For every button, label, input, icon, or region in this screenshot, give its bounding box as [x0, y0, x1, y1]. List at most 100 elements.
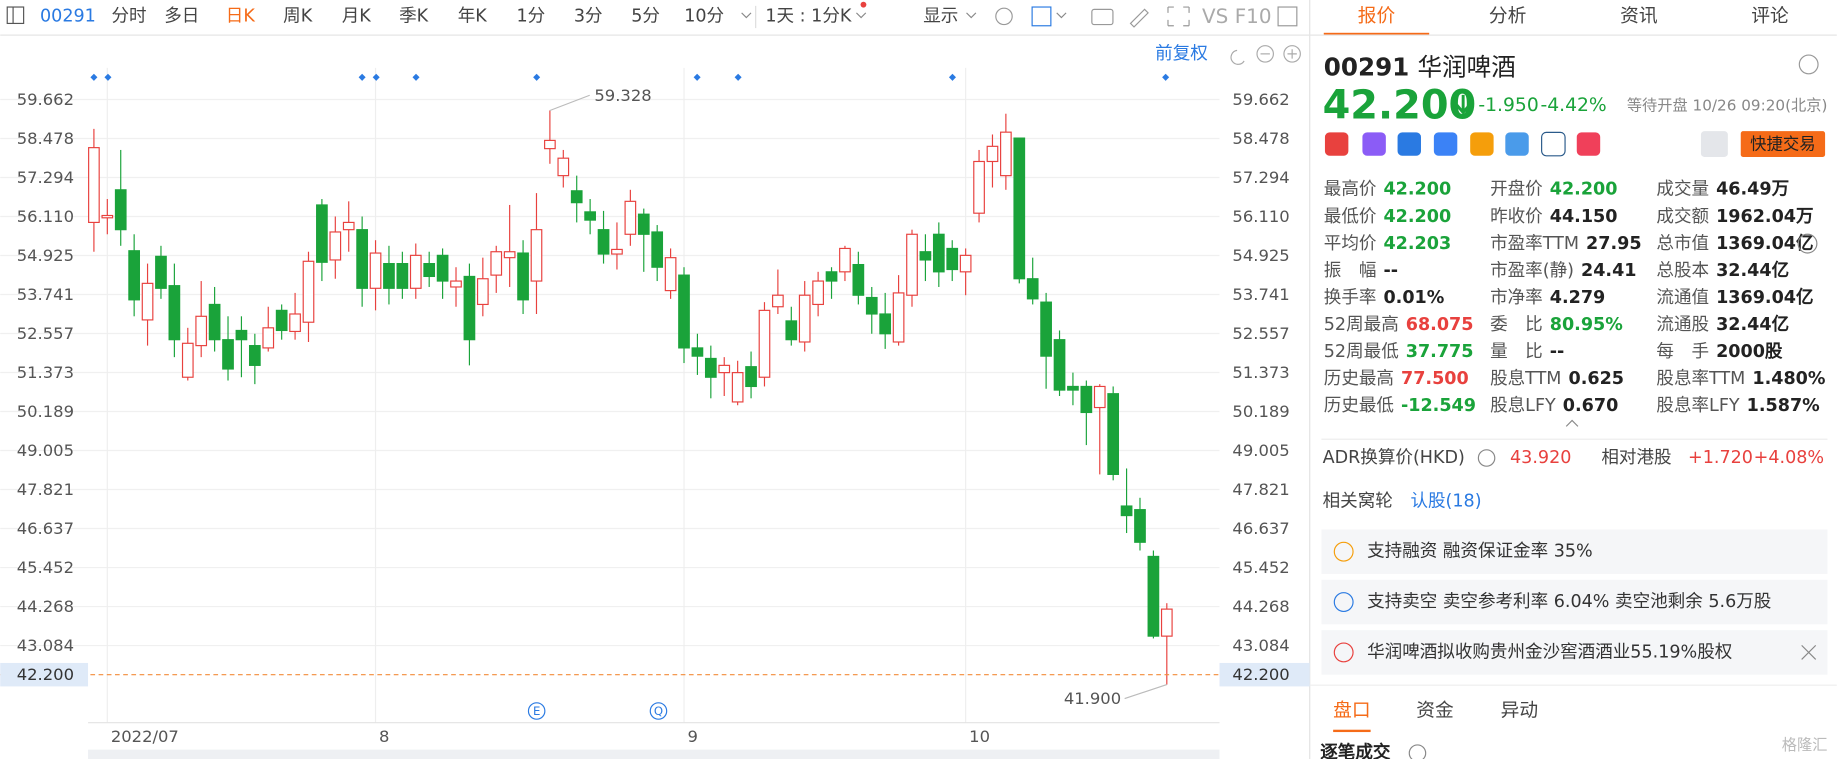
stat-value: 0.01%	[1383, 288, 1444, 308]
candle-body	[275, 309, 288, 332]
stat-label: 总股本	[1656, 261, 1709, 281]
period-tab[interactable]: 日K	[226, 6, 256, 26]
icon[interactable]	[1433, 132, 1458, 156]
candle-body	[772, 294, 784, 308]
candle-body	[517, 252, 529, 301]
icon[interactable]	[1362, 132, 1386, 156]
candle-body	[946, 247, 959, 271]
y-tick-label-right: 59.662	[1232, 90, 1289, 109]
stat-label: 股息LFY	[1490, 396, 1556, 416]
period-tab[interactable]: 周K	[283, 6, 313, 26]
y-tick-label-right: 45.452	[1232, 558, 1289, 577]
info-icon[interactable]	[1477, 449, 1496, 467]
info-icon[interactable]	[1408, 744, 1427, 759]
warrant-link[interactable]: 认股(18)	[1410, 491, 1481, 511]
event-e[interactable]	[527, 702, 546, 720]
candle-body	[932, 233, 945, 273]
pen-icon[interactable]	[1129, 8, 1149, 28]
event-marker[interactable]	[358, 73, 366, 81]
candle-body	[1120, 505, 1133, 517]
event-marker[interactable]	[734, 73, 742, 81]
sidebar-toggle[interactable]	[6, 6, 25, 25]
period-tab[interactable]: 月K	[342, 6, 372, 26]
candle-body	[544, 139, 556, 150]
x-tick-label: 10	[969, 727, 990, 746]
event-marker[interactable]	[104, 73, 112, 81]
bottom-tab[interactable]: 资金	[1416, 700, 1454, 721]
adr-value: 43.920	[1510, 448, 1571, 468]
zoom-out[interactable]	[1256, 45, 1274, 63]
fullscreen-icon[interactable]	[1167, 6, 1190, 27]
icon[interactable]	[1541, 131, 1566, 157]
settings-icon[interactable]	[1798, 54, 1819, 75]
period-tab[interactable]: 3分	[574, 6, 603, 26]
alert-button[interactable]	[1700, 131, 1728, 157]
candle-body	[664, 257, 677, 292]
candle-body	[409, 254, 422, 289]
period-tab[interactable]: 5分	[631, 6, 660, 26]
scrollbar[interactable]	[88, 749, 1220, 759]
stat-value: 77.500	[1401, 369, 1469, 389]
stat-value: 42.200	[1550, 180, 1618, 200]
event-marker[interactable]	[948, 73, 956, 81]
y-tick-label: 54.925	[17, 246, 74, 265]
icon[interactable]	[1576, 132, 1601, 156]
period-tab[interactable]: 年K	[458, 6, 488, 26]
panel-tab[interactable]: 评论	[1751, 6, 1789, 27]
panel-tab[interactable]: 资讯	[1620, 6, 1658, 27]
y-tick-label: 44.268	[17, 597, 74, 616]
relative-label: 相对港股	[1601, 448, 1671, 468]
stat-value: 68.075	[1406, 315, 1474, 335]
panel-tab[interactable]: 分析	[1489, 6, 1526, 27]
stat-value: 32.44亿	[1716, 260, 1789, 281]
y-tick-label-right: 58.478	[1232, 129, 1289, 148]
price-change: -1.950	[1478, 95, 1538, 116]
notice-box[interactable]	[1321, 529, 1828, 574]
candle-body	[490, 251, 503, 276]
event-marker[interactable]	[1162, 73, 1170, 81]
bottom-tab[interactable]: 异动	[1501, 700, 1538, 721]
stat-value: 2000股	[1716, 342, 1783, 362]
close-icon[interactable]	[1801, 644, 1817, 660]
settings-icon[interactable]	[995, 7, 1013, 26]
event-q[interactable]	[649, 702, 668, 720]
vs-button[interactable]: VS	[1202, 5, 1228, 28]
period-tab[interactable]: 多日	[164, 6, 199, 26]
bottom-tab[interactable]: 盘口	[1333, 700, 1370, 721]
period-tab[interactable]: 季K	[399, 6, 429, 26]
y-tick-label-right: 47.821	[1232, 480, 1289, 499]
panel-icon[interactable]	[1277, 6, 1298, 27]
icon[interactable]	[1470, 132, 1494, 156]
candle-body	[222, 339, 234, 370]
icon[interactable]	[1397, 132, 1421, 156]
stat-label: 流通股	[1656, 315, 1709, 335]
y-tick-label: 53.741	[17, 285, 74, 304]
icon[interactable]	[1505, 132, 1529, 156]
notice-box[interactable]	[1321, 630, 1828, 675]
camera-icon[interactable]	[1091, 8, 1114, 26]
trade-button[interactable]	[1740, 131, 1826, 157]
notice-box[interactable]	[1321, 579, 1828, 625]
panel-tab[interactable]: 报价	[1358, 6, 1396, 27]
display-menu[interactable]: 显示	[923, 6, 958, 26]
stat-label: 52周最高	[1324, 315, 1399, 335]
candle-body	[141, 282, 154, 321]
event-marker[interactable]	[412, 73, 420, 81]
adjust-button[interactable]: 前复权	[1155, 44, 1208, 64]
stat-label: 52周最低	[1324, 342, 1399, 362]
period-tab[interactable]: 分时	[111, 6, 146, 26]
period-tab[interactable]: 1分	[516, 6, 545, 26]
reset-icon[interactable]	[1230, 49, 1245, 65]
event-marker[interactable]	[533, 73, 541, 81]
period-tab[interactable]: 10分	[684, 6, 724, 26]
more-icon[interactable]	[1797, 233, 1818, 254]
collapse-arrow[interactable]	[1565, 419, 1579, 427]
f10-button[interactable]: F10	[1235, 5, 1272, 28]
icon[interactable]	[1324, 132, 1349, 156]
event-marker[interactable]	[693, 73, 701, 81]
period-select[interactable]: 1天 : 1分K	[765, 6, 851, 26]
zoom-in[interactable]	[1283, 45, 1301, 63]
draw-icon[interactable]	[1031, 6, 1052, 27]
event-marker[interactable]	[90, 73, 98, 81]
y-tick-label-right: 57.294	[1232, 168, 1289, 187]
